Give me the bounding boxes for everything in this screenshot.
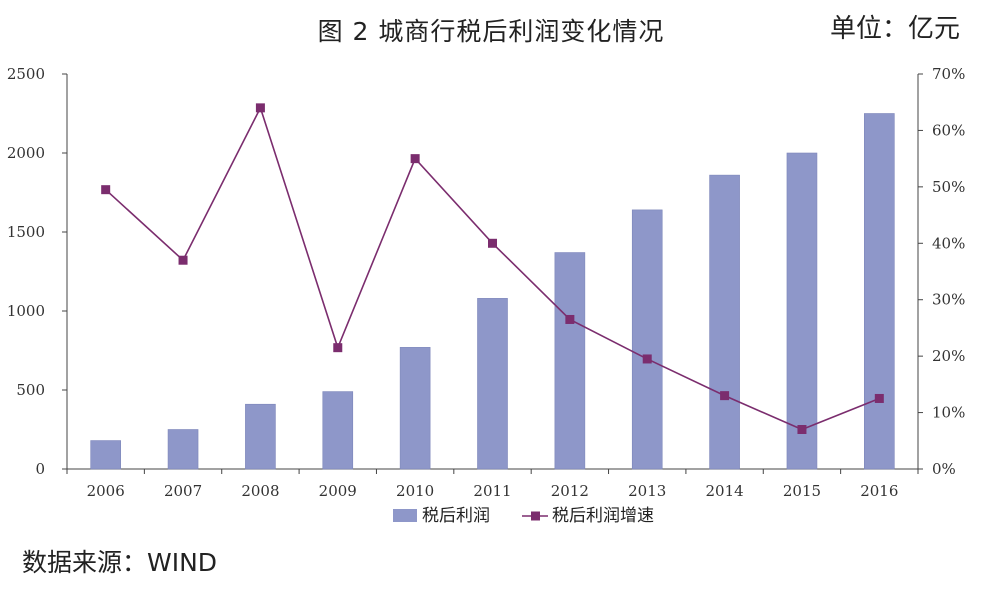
line-growth-marker <box>333 343 343 353</box>
bar-profit <box>631 209 663 470</box>
x-tick-label: 2007 <box>164 482 202 500</box>
line-growth-marker <box>642 354 652 364</box>
line-growth-marker <box>488 238 497 248</box>
y-left-tick-label: 0 <box>35 460 45 478</box>
x-tick-label: 2006 <box>87 482 125 500</box>
y-left-tick-label: 500 <box>16 381 45 399</box>
x-tick-label: 2014 <box>705 482 743 500</box>
line-growth-marker <box>797 425 807 434</box>
y-left-tick-label: 1000 <box>7 302 45 320</box>
x-tick-label: 2015 <box>783 482 821 500</box>
bar-profit <box>864 113 895 470</box>
bar-profit <box>554 252 586 470</box>
x-tick-label: 2016 <box>860 482 898 500</box>
y-right-tick-label: 10% <box>932 404 965 422</box>
bar-profit <box>90 440 121 470</box>
y-right-tick-label: 20% <box>932 347 965 365</box>
bar-profit <box>399 347 431 470</box>
y-right-tick-label: 70% <box>932 65 965 83</box>
y-left-tick-label: 2500 <box>7 65 45 83</box>
line-growth-marker <box>874 393 884 403</box>
y-right-tick-label: 50% <box>932 178 965 196</box>
bar-profit <box>245 403 276 470</box>
line-growth-marker <box>565 314 575 324</box>
x-tick-label: 2010 <box>396 482 434 500</box>
x-tick-label: 2013 <box>628 482 666 500</box>
legend-swatch-profit <box>393 509 417 522</box>
legend-label-growth: 税后利润增速 <box>552 506 654 526</box>
legend-label-profit: 税后利润 <box>422 506 490 526</box>
line-growth-marker <box>101 185 111 195</box>
y-right-tick-label: 40% <box>932 234 965 252</box>
line-growth-marker <box>410 154 420 164</box>
bar-profit <box>709 174 740 470</box>
x-tick-label: 2011 <box>473 482 511 500</box>
bar-profit <box>322 391 354 470</box>
data-source: 数据来源：WIND <box>22 548 218 577</box>
x-tick-label: 2012 <box>551 482 589 500</box>
y-left-tick-label: 2000 <box>7 144 45 162</box>
x-tick-label: 2009 <box>319 482 357 500</box>
unit-label: 单位：亿元 <box>829 14 960 44</box>
y-right-tick-label: 0% <box>932 460 956 478</box>
legend-swatch-growth-marker <box>531 511 540 521</box>
x-tick-label: 2008 <box>241 482 279 500</box>
line-growth-marker <box>720 391 730 401</box>
y-left-tick-label: 1500 <box>7 223 45 241</box>
chart-title: 图 2 城商行税后利润变化情况 <box>317 17 665 46</box>
bar-profit <box>167 429 199 470</box>
bar-profit <box>786 152 818 470</box>
line-growth-marker <box>178 255 188 265</box>
bar-profit <box>477 298 508 470</box>
y-right-tick-label: 30% <box>932 291 965 309</box>
y-right-tick-label: 60% <box>932 121 965 139</box>
line-growth-marker <box>255 103 265 113</box>
